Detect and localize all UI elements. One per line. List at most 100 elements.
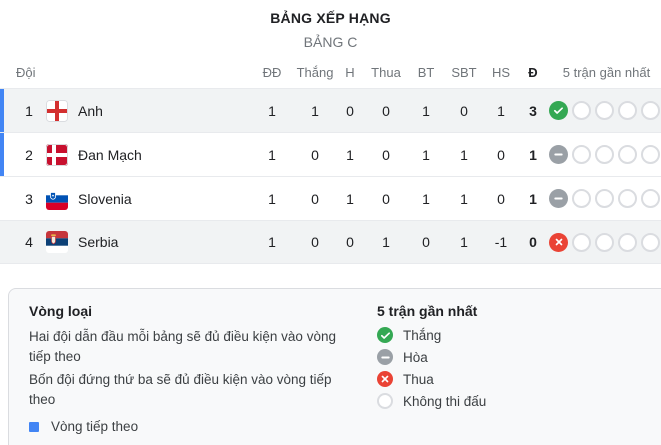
- team-name: Anh: [78, 102, 103, 119]
- widget-header: BẢNG XẾP HẠNG BẢNG C: [0, 0, 661, 56]
- next-round-swatch-icon: [29, 421, 39, 432]
- cell-goal_diff: -1: [494, 234, 508, 250]
- cell-points: 0: [529, 234, 537, 250]
- cell-losses: 0: [382, 102, 390, 119]
- form-legend: 5 trận gần nhất Thắng Hòa Thua Không thi đấ…: [377, 303, 486, 445]
- cell-played: 1: [268, 102, 276, 119]
- group-subtitle: BẢNG C: [303, 34, 358, 50]
- form-loss-icon: [377, 371, 393, 387]
- qualification-rule-1: Hai đội dẫn đầu mỗi bảng sẽ đủ điều kiện…: [29, 329, 336, 364]
- form-empty-icon: [595, 189, 614, 208]
- cell-goals_for: 0: [422, 234, 430, 250]
- cell-played: 1: [268, 190, 276, 207]
- team-name: Serbia: [78, 234, 119, 250]
- form-empty-icon: [572, 101, 591, 120]
- flag-england-icon: [46, 99, 68, 122]
- qualified-indicator-bar: [0, 89, 4, 132]
- form-legend-label: Hòa: [403, 349, 428, 365]
- qualification-legend: Vòng loại Hai đội dẫn đầu mỗi bảng sẽ đủ…: [29, 303, 349, 445]
- cell-goals_against: 0: [460, 102, 468, 119]
- flag-serbia-icon: [46, 231, 68, 253]
- flag-denmark-icon: [46, 143, 68, 166]
- table-row-serbia[interactable]: 4 Serbia 1 0 0 1 0 1 -1 0: [0, 220, 661, 264]
- table-row-denmark[interactable]: 2 Đan Mạch 1 0 1 0 1 1 0 1: [0, 132, 661, 176]
- rank-number: 3: [25, 190, 33, 207]
- form-win-icon: [377, 327, 393, 343]
- form-legend-label: Thua: [403, 371, 434, 387]
- form-empty-icon: [618, 189, 637, 208]
- cell-points: 3: [529, 102, 537, 119]
- form-circles: [548, 189, 661, 208]
- cell-goals_against: 1: [460, 146, 468, 163]
- form-draw-icon: [549, 189, 568, 208]
- cell-wins: 0: [311, 146, 319, 163]
- form-empty-icon: [641, 101, 660, 120]
- form-empty-icon: [595, 232, 614, 252]
- cell-goals_against: 1: [460, 190, 468, 207]
- column-header-draws: H: [345, 64, 355, 80]
- form-draw-icon: [549, 145, 568, 164]
- form-circles: [548, 232, 661, 252]
- form-empty-icon: [595, 101, 614, 120]
- column-header-goals-for: BT: [417, 64, 435, 80]
- table-header-row: Đội ĐĐ Thắng H Thua BT SBT HS Đ 5 trận g…: [0, 56, 661, 88]
- cell-goals_for: 1: [422, 190, 430, 207]
- form-circles: [548, 145, 661, 164]
- form-empty-icon: [377, 393, 393, 409]
- form-legend-label: Không thi đấu: [403, 393, 487, 409]
- table-row-england[interactable]: 1 Anh 1 1 0 0 1 0 1 3: [0, 88, 661, 132]
- cell-goals_against: 1: [460, 234, 468, 250]
- team-name: Slovenia: [78, 190, 132, 207]
- team-cell[interactable]: 1 Anh: [0, 99, 250, 122]
- rank-number: 1: [25, 102, 33, 119]
- cell-goal_diff: 1: [497, 102, 505, 119]
- form-empty-icon: [595, 145, 614, 164]
- cell-losses: 0: [382, 190, 390, 207]
- team-cell[interactable]: 3 Slovenia: [0, 187, 250, 210]
- flag-slovenia-icon: [46, 187, 68, 210]
- form-empty-icon: [572, 145, 591, 164]
- column-header-played: ĐĐ: [262, 64, 282, 80]
- cell-goals_for: 1: [422, 102, 430, 119]
- column-header-goal-diff: HS: [491, 64, 511, 80]
- form-legend-title: 5 trận gần nhất: [377, 303, 478, 319]
- form-win-icon: [549, 101, 568, 120]
- team-cell[interactable]: 2 Đan Mạch: [0, 143, 250, 166]
- cell-wins: 0: [311, 234, 319, 250]
- next-round-legend-item: Vòng tiếp theo: [29, 419, 349, 434]
- column-header-wins: Thắng: [296, 64, 334, 80]
- form-legend-item-loss: Thua: [377, 371, 486, 387]
- form-legend-items: Thắng Hòa Thua Không thi đấu: [377, 327, 486, 409]
- form-draw-icon: [377, 349, 393, 365]
- form-empty-icon: [641, 189, 660, 208]
- cell-losses: 1: [382, 234, 390, 250]
- cell-played: 1: [268, 234, 276, 250]
- column-header-form: 5 trận gần nhất: [562, 64, 651, 80]
- form-empty-icon: [641, 145, 660, 164]
- team-name: Đan Mạch: [78, 146, 142, 163]
- column-header-goals-against: SBT: [451, 64, 477, 80]
- cell-draws: 0: [346, 234, 354, 250]
- column-header-losses: Thua: [371, 64, 401, 80]
- form-empty-icon: [618, 101, 637, 120]
- form-empty-icon: [618, 232, 637, 252]
- cell-wins: 0: [311, 190, 319, 207]
- cell-losses: 0: [382, 146, 390, 163]
- cell-points: 1: [529, 146, 537, 163]
- team-cell[interactable]: 4 Serbia: [0, 231, 250, 253]
- qualification-rule-2: Bốn đội đứng thứ ba sẽ đủ điều kiện vào …: [29, 372, 332, 407]
- form-empty-icon: [641, 232, 660, 252]
- form-loss-icon: [549, 232, 568, 252]
- table-row-slovenia[interactable]: 3 Slovenia 1 0 1 0 1 1 0 1: [0, 176, 661, 220]
- legend-panel: Vòng loại Hai đội dẫn đầu mỗi bảng sẽ đủ…: [8, 288, 661, 445]
- rank-number: 2: [25, 146, 33, 163]
- form-legend-item-draw: Hòa: [377, 349, 486, 365]
- form-legend-item-win: Thắng: [377, 327, 486, 343]
- standings-table-body: 1 Anh 1 1 0 0 1 0 1 3 2 Đan Mạch 1 0 1 0 1 1 0 1 3 Slovenia 1 0…: [0, 88, 661, 264]
- page-title: BẢNG XẾP HẠNG: [270, 10, 391, 26]
- column-header-points: Đ: [528, 64, 538, 80]
- cell-draws: 1: [346, 146, 354, 163]
- cell-draws: 0: [346, 102, 354, 119]
- cell-played: 1: [268, 146, 276, 163]
